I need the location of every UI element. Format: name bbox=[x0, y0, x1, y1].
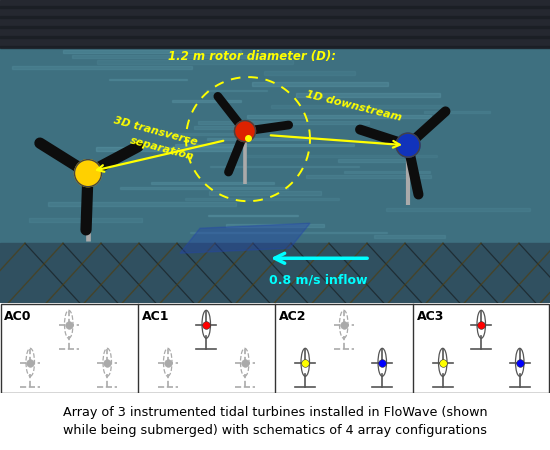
Bar bbox=[162, 133, 241, 135]
Bar bbox=[0, 243, 550, 303]
Bar bbox=[0, 16, 550, 18]
Circle shape bbox=[234, 121, 256, 142]
Bar bbox=[296, 93, 439, 97]
Text: separation: separation bbox=[129, 135, 195, 162]
Bar bbox=[272, 104, 443, 108]
Text: AC0: AC0 bbox=[4, 310, 31, 323]
Bar bbox=[247, 115, 431, 118]
Text: 3D transverse: 3D transverse bbox=[112, 115, 198, 147]
Text: 0.8 m/s inflow: 0.8 m/s inflow bbox=[269, 273, 367, 286]
Bar bbox=[209, 191, 321, 195]
Bar bbox=[386, 208, 530, 211]
Bar bbox=[243, 155, 437, 157]
Text: Array of 3 instrumented tidal turbines installed in FloWave (shown
while being s: Array of 3 instrumented tidal turbines i… bbox=[63, 406, 487, 437]
Bar bbox=[344, 171, 430, 173]
Bar bbox=[194, 126, 277, 129]
Bar bbox=[210, 166, 359, 167]
Bar bbox=[48, 202, 235, 206]
Bar bbox=[263, 72, 355, 75]
Bar bbox=[374, 235, 444, 238]
Text: AC3: AC3 bbox=[416, 310, 444, 323]
Bar bbox=[306, 175, 431, 178]
Text: 1D downstream: 1D downstream bbox=[305, 90, 403, 123]
Bar bbox=[252, 82, 388, 86]
Bar bbox=[175, 144, 354, 146]
Bar bbox=[13, 66, 192, 69]
Bar bbox=[97, 60, 294, 64]
Bar bbox=[198, 121, 369, 124]
Bar bbox=[72, 55, 259, 59]
Bar bbox=[109, 79, 186, 80]
Text: AC1: AC1 bbox=[141, 310, 169, 323]
Bar bbox=[0, 46, 550, 48]
Text: AC2: AC2 bbox=[279, 310, 306, 323]
Bar bbox=[206, 90, 267, 91]
Bar bbox=[172, 100, 241, 102]
Bar bbox=[0, 6, 550, 8]
Bar bbox=[338, 159, 411, 162]
Circle shape bbox=[396, 133, 420, 157]
Bar bbox=[63, 50, 241, 53]
Polygon shape bbox=[180, 223, 310, 253]
Circle shape bbox=[74, 160, 102, 187]
Bar bbox=[226, 224, 324, 227]
Bar bbox=[120, 187, 288, 189]
Bar bbox=[96, 147, 239, 151]
Text: 1.2 m rotor diameter (D):: 1.2 m rotor diameter (D): bbox=[168, 50, 336, 63]
Bar bbox=[29, 218, 142, 222]
Bar bbox=[0, 36, 550, 38]
Bar bbox=[190, 232, 387, 233]
Bar bbox=[0, 48, 550, 243]
Bar bbox=[151, 182, 274, 184]
Bar bbox=[0, 26, 550, 28]
Bar bbox=[424, 111, 490, 113]
Bar bbox=[0, 0, 550, 48]
Bar bbox=[207, 138, 310, 140]
Bar bbox=[185, 198, 339, 200]
